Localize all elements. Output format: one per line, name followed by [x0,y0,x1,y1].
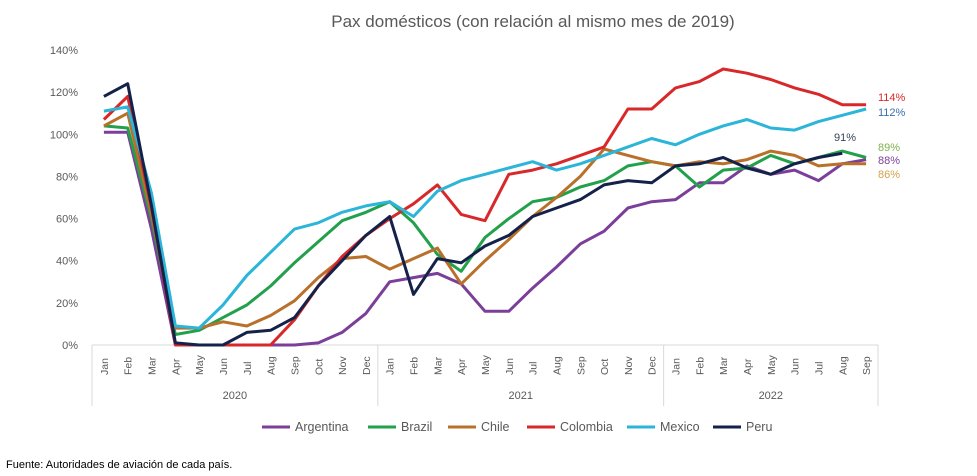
x-tick-label: Dec [647,356,659,375]
y-tick-label: 120% [50,87,78,99]
legend-label: Colombia [560,420,613,434]
series-line-chile [103,111,867,330]
x-tick-label: Nov [337,356,349,375]
y-tick-label: 100% [50,129,78,141]
x-tick-label: Sep [575,356,587,375]
x-tick-label: Aug [266,356,278,375]
x-tick-label: Feb [409,357,421,375]
y-tick-label: 40% [56,256,78,268]
x-tick-label: May [194,354,206,375]
x-tick-label: Jan [385,358,397,375]
x-tick-label: Apr [456,358,468,375]
end-label-argentina: 88% [878,155,900,167]
x-tick-label: Oct [599,359,611,375]
x-tick-label: Feb [123,357,135,375]
line-chart: Pax domésticos (con relación al mismo me… [50,12,906,434]
x-axis: Jan Feb Mar Apr May Jun Jul Aug Sep Oct Nov Dec Jan F… [91,344,879,406]
x-tick-label: Feb [694,357,706,375]
x-tick-label: Sep [861,356,873,375]
year-label: 2021 [508,390,532,402]
year-label: 2020 [223,390,247,402]
chart-title: Pax domésticos (con relación al mismo me… [331,12,734,31]
y-axis: 0% 20% 40% 60% 80% 100% 120% 140% [50,45,78,352]
end-label-chile: 86% [878,169,900,181]
legend-item-chile: Chile [448,420,510,434]
x-tick-label: Jul [813,362,825,375]
x-tick-label: Apr [170,358,182,375]
legend-item-colombia: Colombia [527,420,613,434]
x-tick-label: Dec [361,356,373,375]
y-tick-label: 20% [56,298,78,310]
x-tick-label: Sep [289,356,301,375]
x-tick-label: Jan [671,358,683,375]
end-label-colombia: 114% [878,92,906,104]
x-tick-label: Jun [218,358,230,375]
legend-label: Mexico [660,420,700,434]
y-tick-label: 60% [56,214,78,226]
legend-label: Argentina [295,420,349,434]
legend-item-brazil: Brazil [368,420,432,434]
legend-item-mexico: Mexico [627,420,700,434]
legend-label: Brazil [401,420,432,434]
end-label-brazil: 89% [878,142,900,154]
series-line-colombia [102,67,867,347]
x-tick-label: Mar [432,356,444,375]
x-tick-label: Mar [718,356,730,375]
end-label-mexico: 112% [878,107,906,119]
series-line-mexico [103,105,867,330]
x-tick-label: Jun [790,358,802,375]
x-tick-label: Mar [147,356,159,375]
source-footnote: Fuente: Autoridades de aviación de cada … [6,459,233,471]
end-label-peru: 91% [834,132,856,144]
y-tick-label: 0% [62,340,78,352]
x-tick-label: Apr [742,358,754,375]
legend-item-peru: Peru [713,420,772,434]
end-labels: 88%89% 86% 114% 112% 91% [834,92,906,181]
x-tick-label: Jul [528,362,540,375]
x-tick-label: Aug [551,356,563,375]
series-line-brazil [103,124,867,336]
x-tick-label: May [766,354,778,375]
legend: Argentina Brazil Chile Colombia Mexico Peru [262,420,772,434]
series-lines [102,67,867,347]
y-tick-label: 140% [50,45,78,57]
x-tick-label: Aug [837,356,849,375]
x-tick-label: May [480,354,492,375]
x-tick-label: Oct [313,359,325,375]
legend-label: Chile [481,420,510,434]
legend-label: Peru [746,420,772,434]
x-tick-label: Nov [623,356,635,375]
series-line-peru [103,82,843,347]
x-tick-label: Jun [504,358,516,375]
x-tick-label: Jan [99,358,111,375]
legend-item-argentina: Argentina [262,420,349,434]
year-label: 2022 [759,390,783,402]
y-tick-label: 80% [56,171,78,183]
x-tick-label: Jul [242,362,254,375]
